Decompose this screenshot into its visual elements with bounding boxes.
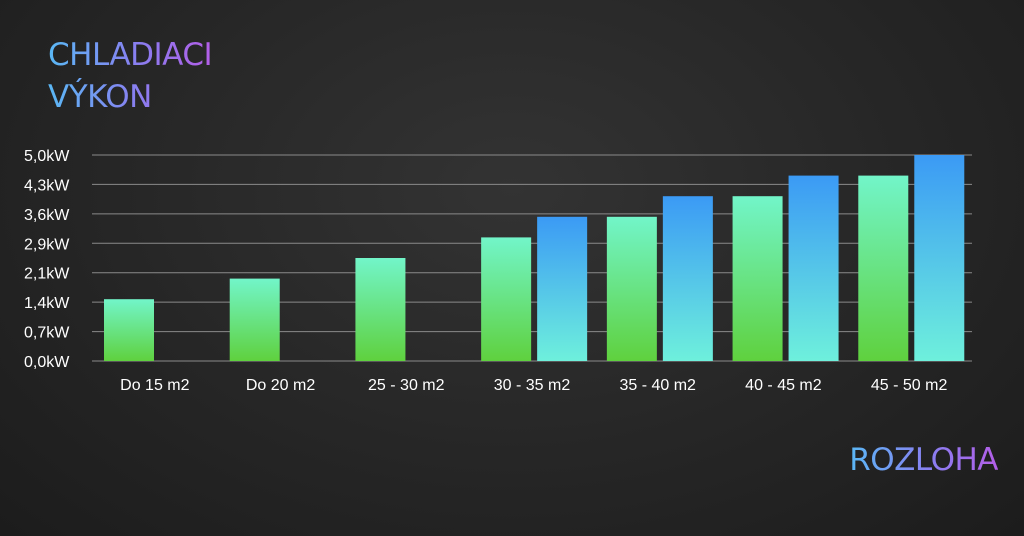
bar-series-1 bbox=[732, 196, 783, 361]
bar-series-2 bbox=[914, 155, 965, 361]
x-axis-title: ROZLOHA bbox=[849, 442, 998, 478]
bar-series-2 bbox=[537, 216, 588, 361]
x-category-label: 45 - 50 m2 bbox=[871, 377, 948, 394]
bar-series-2 bbox=[788, 175, 839, 361]
x-category-label: Do 15 m2 bbox=[120, 377, 189, 394]
x-axis-categories: Do 15 m2 Do 20 m2 25 - 30 m2 30 - 35 m2 35 -… bbox=[120, 377, 947, 394]
bar-series-1 bbox=[606, 216, 657, 361]
y-tick-label: 4,3kW bbox=[24, 177, 70, 194]
y-tick-label: 0,0kW bbox=[24, 354, 70, 371]
bar-series-1 bbox=[355, 258, 406, 361]
x-category-label: 30 - 35 m2 bbox=[494, 377, 571, 394]
y-tick-label: 0,7kW bbox=[24, 325, 70, 342]
x-category-label: 35 - 40 m2 bbox=[619, 377, 696, 394]
bar-series-2 bbox=[662, 196, 713, 361]
x-category-label: Do 20 m2 bbox=[246, 377, 315, 394]
x-category-label: 25 - 30 m2 bbox=[368, 377, 445, 394]
y-tick-label: 1,4kW bbox=[24, 295, 70, 312]
y-tick-label: 5,0kW bbox=[24, 148, 70, 165]
y-tick-label: 2,1kW bbox=[24, 266, 70, 283]
grid-lines bbox=[92, 154, 972, 362]
y-tick-label: 3,6kW bbox=[24, 207, 70, 224]
bar-series-1 bbox=[858, 175, 909, 361]
y-axis-ticks: 0,0kW 0,7kW 1,4kW 2,1kW 2,9kW 3,6kW 4,3kW 5,0kW bbox=[24, 148, 70, 371]
bar-series-1 bbox=[229, 278, 280, 361]
y-tick-label: 2,9kW bbox=[24, 236, 70, 253]
bars bbox=[104, 155, 965, 361]
x-category-label: 40 - 45 m2 bbox=[745, 377, 822, 394]
bar-series-1 bbox=[104, 299, 154, 361]
bar-series-1 bbox=[481, 237, 532, 361]
